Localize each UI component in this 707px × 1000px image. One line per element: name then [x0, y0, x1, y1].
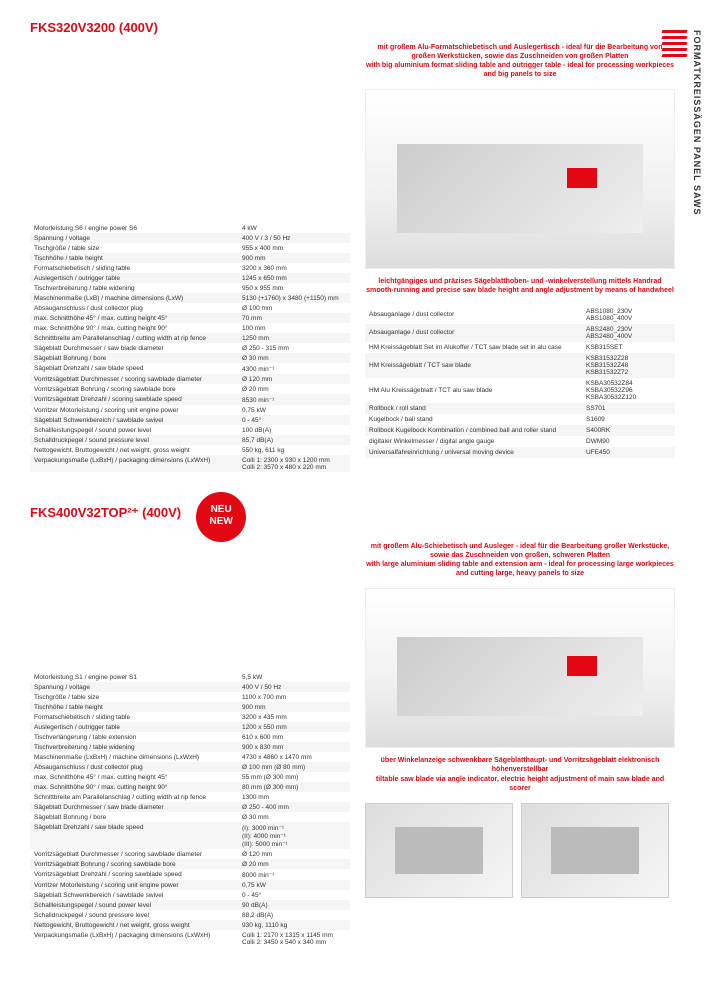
spec-row: Vorritzsägeblatt Bohrung / scoring sawbl… [30, 384, 350, 394]
product-2-title: FKS400V32TOP²⁺ (400V) [30, 505, 181, 521]
spec-row: Vorritzer Motorleistung / scoring unit e… [30, 405, 350, 415]
product-2-image [365, 588, 675, 748]
spec-row: Schalldruckpegel / sound pressure level8… [30, 435, 350, 445]
product-1-section: FKS320V3200 (400V) Motorleistung S6 / en… [30, 20, 677, 472]
spec-row: Schnittbreite am Parallelanschlag / cutt… [30, 792, 350, 802]
spec-row: Sägeblatt Schwenkbereich / sawblade swiv… [30, 415, 350, 425]
product-1-accessories: Absauganlage / dust collectorABS1080_230… [365, 306, 675, 458]
spec-row: Formatschiebetisch / sliding table3200 x… [30, 712, 350, 722]
spec-row: Absauganschluss / dust collector plugØ 1… [30, 762, 350, 772]
spec-row: Absauganlage / dust collectorABS1080_230… [365, 306, 675, 324]
product-2-detail-image-2 [521, 803, 669, 898]
product-1-hero-text: mit großem Alu-Formatschiebetisch und Au… [365, 43, 675, 79]
spec-row: Kugelbock / ball standS1609 [365, 414, 675, 425]
product-1-specs: Motorleistung S6 / engine power S64 kWSp… [30, 223, 350, 472]
spec-row: Auslegertisch / outrigger table1245 x 65… [30, 273, 350, 283]
spec-row: Formatschiebetisch / sliding table3200 x… [30, 263, 350, 273]
spec-row: Verpackungsmaße (LxBxH) / packaging dime… [30, 930, 350, 947]
spec-row: Schallleistungspegel / sound power level… [30, 900, 350, 910]
product-2-detail-image-1 [365, 803, 513, 898]
spec-row: HM Kreissägeblatt Set im Alukoffer / TCT… [365, 342, 675, 353]
spec-row: Schallleistungspegel / sound power level… [30, 425, 350, 435]
spec-row: Tischverbreiterung / table widening950 x… [30, 283, 350, 293]
spec-row: max. Schnitthöhe 90° / max. cutting heig… [30, 782, 350, 792]
spec-row: Schnittbreite am Parallelanschlag / cutt… [30, 333, 350, 343]
spec-row: Sägeblatt Drehzahl / saw blade speed4300… [30, 363, 350, 374]
product-2-hero-text: mit großem Alu-Schiebetisch und Ausleger… [365, 542, 675, 578]
spec-row: Tischverlängerung / table extension610 x… [30, 732, 350, 742]
spec-row: Sägeblatt Durchmesser / saw blade diamet… [30, 802, 350, 812]
spec-row: Tischgröße / table size955 x 400 mm [30, 243, 350, 253]
spec-row: Rollbock / roll standSS701 [365, 403, 675, 414]
spec-row: Vorritzsägeblatt Drehzahl / scoring sawb… [30, 869, 350, 880]
sidebar-category: FORMATKREISSÄGEN PANEL SAWS [692, 30, 702, 216]
spec-row: Verpackungsmaße (LxBxH) / packaging dime… [30, 455, 350, 472]
spec-row: Sägeblatt Drehzahl / saw blade speed(I):… [30, 822, 350, 849]
spec-row: Vorritzsägeblatt Drehzahl / scoring sawb… [30, 394, 350, 405]
spec-row: Tischhöhe / table height900 mm [30, 702, 350, 712]
spec-row: Sägeblatt Bohrung / boreØ 30 mm [30, 812, 350, 822]
spec-row: Vorritzsägeblatt Bohrung / scoring sawbl… [30, 859, 350, 869]
neu-badge: NEU NEW [196, 492, 246, 542]
spec-row: Nettogewicht, Bruttogewicht / net weight… [30, 920, 350, 930]
product-1-image [365, 89, 675, 269]
spec-row: Vorritzer Motorleistung / scoring unit e… [30, 880, 350, 890]
spec-row: Absauganschluss / dust collector plugØ 1… [30, 303, 350, 313]
spec-row: Maschinenmaße (LxB) / machine dimensions… [30, 293, 350, 303]
spec-row: Maschinenmaße (LxBxH) / machine dimensio… [30, 752, 350, 762]
spec-row: Tischverbreiterung / table widening900 x… [30, 742, 350, 752]
spec-row: Spannung / voltage400 V / 3 / 50 Hz [30, 233, 350, 243]
spec-row: Motorleistung S1 / engine power S15,5 kW [30, 672, 350, 682]
spec-row: max. Schnitthöhe 90° / max. cutting heig… [30, 323, 350, 333]
spec-row: Vorritzsägeblatt Durchmesser / scoring s… [30, 849, 350, 859]
spec-row: Nettogewicht, Bruttogewicht / net weight… [30, 445, 350, 455]
spec-row: Tischgröße / table size1100 x 700 mm [30, 692, 350, 702]
product-1-title: FKS320V3200 (400V) [30, 20, 677, 35]
product-2-section: FKS400V32TOP²⁺ (400V) NEU NEW Motorleist… [30, 492, 677, 947]
spec-row: digitaler Winkelmesser / digital angle g… [365, 436, 675, 447]
spec-row: Auslegertisch / outrigger table1200 x 55… [30, 722, 350, 732]
spec-row: Rollbock Kugelbock Kombination / combine… [365, 425, 675, 436]
spec-row: Absauganlage / dust collectorABS2480_230… [365, 324, 675, 342]
product-2-specs: Motorleistung S1 / engine power S15,5 kW… [30, 672, 350, 947]
spec-row: Tischhöhe / table height900 mm [30, 253, 350, 263]
spec-row: Universalfahreinrichtung / universal mov… [365, 447, 675, 458]
spec-row: Motorleistung S6 / engine power S64 kW [30, 223, 350, 233]
spec-row: Schalldruckpegel / sound pressure level8… [30, 910, 350, 920]
spec-row: HM Alu Kreissägeblatt / TCT alu saw blad… [365, 378, 675, 403]
spec-row: max. Schnitthöhe 45° / max. cutting heig… [30, 772, 350, 782]
spec-row: Spannung / voltage400 V / 50 Hz [30, 682, 350, 692]
spec-row: Sägeblatt Bohrung / boreØ 30 mm [30, 353, 350, 363]
spec-row: max. Schnitthöhe 45° / max. cutting heig… [30, 313, 350, 323]
spec-row: Vorritzsägeblatt Durchmesser / scoring s… [30, 374, 350, 384]
spec-row: Sägeblatt Durchmesser / saw blade diamet… [30, 343, 350, 353]
spec-row: HM Kreissägeblatt / TCT saw bladeKSB3153… [365, 353, 675, 378]
product-2-mid-text: über Winkelanzeige schwenkbare Sägeblatt… [365, 756, 675, 792]
spec-row: Sägeblatt Schwenkbereich / sawblade swiv… [30, 890, 350, 900]
product-1-mid-text: leichtgängiges und präzises Sägeblatthob… [365, 277, 675, 295]
